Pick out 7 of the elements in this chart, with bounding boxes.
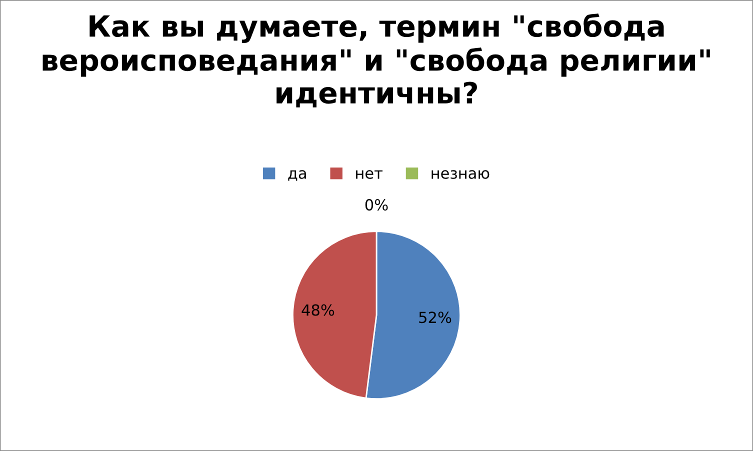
legend-label: да [288,170,306,181]
data-label: 48% [302,304,334,316]
legend-label: незнаю [432,170,490,179]
text: 0% [365,199,388,211]
chart-title: Как вы думаете, термин "свобода вероисповедания" и "свобода религии" идентичны? [42,14,710,108]
legend-label: нет [356,170,383,179]
data-label: 52% [419,312,452,324]
